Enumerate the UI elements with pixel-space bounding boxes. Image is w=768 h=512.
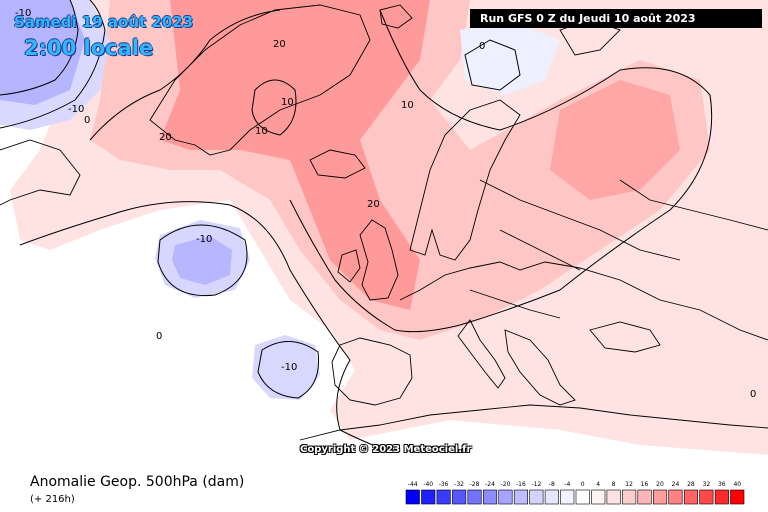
contour-label-group: -10 -10 -10 -10 0 0 0 0 10 10 10 20 20 2… [15,8,756,400]
legend-color-box [452,489,467,505]
contour-ring-greenland [251,79,297,136]
contour-ring-iberia-low [257,341,320,399]
forecast-date: Samedi 19 août 2023 [14,13,194,31]
contour-label: -10 [68,104,84,115]
legend-tick-label: -36 [439,481,449,488]
legend-tick-label: 8 [612,481,616,488]
scandinavia-coast [409,99,521,261]
legend-ticks: -44 -40 -36 -32 -28 -24 -20 -16 -12 -8 -4 0 4 8 12 16 20… [408,481,742,488]
legend-color-box [637,489,652,505]
contour-label: 20 [159,132,172,143]
contour-label: 0 [479,41,485,52]
legend-color-box [544,489,559,505]
contour-label: -10 [196,234,212,245]
balkans-coast [504,329,576,406]
contour-zero-atlantic [19,201,381,449]
legend-color-box [405,489,420,505]
negative-anomaly-iberia-west [252,335,320,400]
contour-label: 10 [255,126,268,137]
contour-label: 0 [156,331,162,342]
map-title: Anomalie Geop. 500hPa (dam) [30,474,245,490]
legend-color-box [560,489,575,505]
contour-zero-northwest [0,0,106,129]
legend-color-box [699,489,714,505]
legend-tick-label: -44 [408,481,418,488]
legend-tick-label: -16 [516,481,526,488]
legend-color-box [436,489,451,505]
lead-time: (+ 216h) [30,494,75,505]
british-isles-coast [359,219,399,301]
legend-tick-label: -24 [485,481,495,488]
negative-anomaly-arctic [460,20,560,95]
negative-anomaly-atlantic-core [172,236,232,285]
contour-ten-main [89,9,713,333]
coastlines [0,4,768,441]
contour-ring-atlantic-low [157,224,248,297]
north-america-coast [0,139,81,206]
contour-label: 0 [750,389,756,400]
legend-tick-label: 32 [703,481,711,488]
legend-tick-label: 28 [687,481,695,488]
run-banner: Run GFS 0 Z du Jeudi 10 août 2023 [470,9,762,28]
legend-tick-label: -4 [564,481,570,488]
legend-tick-label: 0 [581,481,585,488]
iberia-coast [331,337,413,406]
legend-tick-label: 36 [718,481,726,488]
legend-color-box [606,489,621,505]
legend-color-box [498,489,513,505]
legend-tick-label: -8 [549,481,555,488]
legend-tick-label: 24 [672,481,680,488]
contour-ring-arctic [464,39,521,91]
legend-tick-label: -28 [470,481,480,488]
east-europe-borders [469,179,768,319]
legend-boxes [405,489,745,505]
legend-color-box [622,489,637,505]
legend-tick-label: -32 [454,481,464,488]
legend-tick-label: 40 [733,481,741,488]
color-legend: -44 -40 -36 -32 -28 -24 -20 -16 -12 -8 -4 0 4 8 12 16 20… [405,481,745,505]
legend-tick-label: 16 [641,481,649,488]
positive-anomaly-strong-east [550,80,680,200]
legend-color-box [513,489,528,505]
europe-coast [399,261,768,341]
iceland-coast [309,149,366,179]
negative-anomaly-northwest-core [0,0,85,105]
legend-tick-label: -12 [531,481,541,488]
legend-color-box [668,489,683,505]
legend-color-box [653,489,668,505]
legend-color-box [714,489,729,505]
contour-label: 0 [84,115,90,126]
contour-lines [0,0,713,449]
black-sea-coast [589,321,661,353]
contour-label: -10 [281,362,297,373]
legend-color-box [575,489,590,505]
legend-color-box [529,489,544,505]
legend-color-box [591,489,606,505]
legend-tick-label: 4 [596,481,600,488]
legend-color-box [421,489,436,505]
legend-tick-label: 20 [656,481,664,488]
copyright-text: Copyright © 2023 Meteociel.fr [300,444,472,455]
legend-color-box [467,489,482,505]
contour-ten-northwest [0,0,79,96]
greenland-coast [149,4,371,156]
legend-tick-label: -20 [501,481,511,488]
legend-tick-label: -40 [423,481,433,488]
contour-label: 10 [281,97,294,108]
africa-coast [299,404,768,441]
legend-tick-label: 12 [625,481,633,488]
contour-label: 20 [367,199,380,210]
ireland-coast [337,249,361,283]
italy-coast [457,319,506,389]
contour-label: 10 [401,100,414,111]
contour-label: -10 [15,8,31,19]
contour-label: 20 [273,39,286,50]
forecast-local-time: 2:00 locale [24,36,154,60]
svalbard-coast [379,4,413,29]
legend-color-box [683,489,699,505]
legend-color-box [730,489,745,505]
legend-color-box [483,489,498,505]
